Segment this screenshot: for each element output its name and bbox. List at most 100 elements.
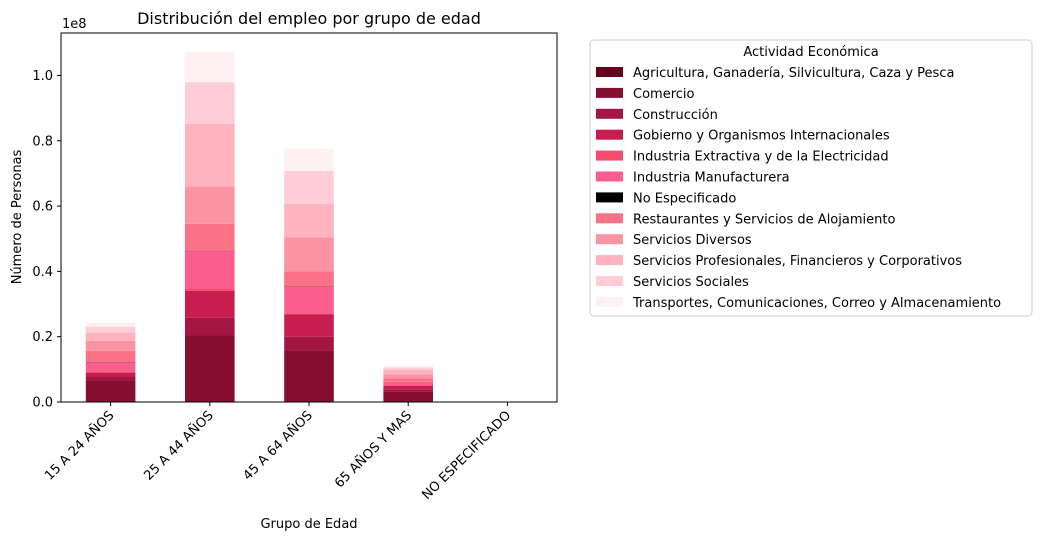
legend-item: Gobierno y Organismos Internacionales [596,129,890,144]
legend-label: Agricultura, Ganadería, Silvicultura, Ca… [633,66,954,81]
legend-label: Gobierno y Organismos Internacionales [633,129,890,144]
legend-item: No Especificado [596,191,736,206]
legend-title: Actividad Económica [743,45,878,60]
legend-item: Restaurantes y Servicios de Alojamiento [596,212,895,227]
bar-segment [185,82,235,124]
bar-segment [284,336,334,351]
bar-segment [284,170,334,204]
bar-segment [85,322,136,327]
bar-segment [85,371,136,373]
legend-swatch [596,276,623,286]
legend-item: Servicios Diversos [596,233,752,248]
bar-segment [383,374,433,379]
bar-segment [85,380,136,402]
bar-segment [85,326,136,333]
bar-segment [284,237,334,272]
bar-segment [284,148,334,171]
bar-segment [185,317,235,336]
legend-swatch [596,192,623,203]
bar-segment [284,271,334,287]
bar-segment [383,381,433,386]
bar-segment [185,223,235,251]
bar-segment [185,51,235,83]
legend-items: Agricultura, Ganadería, Silvicultura, Ca… [596,66,1001,311]
legend-item: Industria Extractiva y de la Electricida… [596,150,889,165]
legend-label: Comercio [633,87,695,102]
legend-item: Construcción [596,108,718,123]
y-tick-label: 1.0 [32,69,53,84]
legend-label: Industria Manufacturera [633,171,790,186]
bar-segment [85,350,136,363]
legend-label: No Especificado [633,191,736,206]
bar-segment [185,290,235,318]
y-tick-label: 0.4 [32,265,53,280]
legend-swatch [596,234,623,245]
legend-swatch [596,150,623,161]
bar-segment [185,123,235,187]
legend-swatch [596,255,623,266]
bar-segment [383,367,433,370]
y-offset-label: 1e8 [62,17,87,32]
bars-layer [85,51,433,402]
bar-segment [284,203,334,238]
legend-item: Comercio [596,87,695,102]
legend-item: Servicios Profesionales, Financieros y C… [596,254,962,269]
legend-label: Industria Extractiva y de la Electricida… [633,150,889,165]
bar-segment [185,289,235,291]
legend-frame [589,39,1033,317]
bar-segment [185,186,235,224]
bar-segment [85,332,136,341]
legend-swatch [596,171,623,182]
x-tick-label: NO ESPECIFICADO [419,408,514,503]
legend-item: Agricultura, Ganadería, Silvicultura, Ca… [596,66,954,81]
bar-segment [383,378,433,382]
legend-item: Servicios Sociales [596,275,749,290]
legend-swatch [596,108,623,119]
legend-item: Transportes, Comunicaciones, Correo y Al… [596,296,1001,311]
legend-label: Transportes, Comunicaciones, Correo y Al… [632,296,1001,311]
legend-swatch [596,87,623,98]
bar-segment [383,369,433,375]
legend-swatch [596,296,623,307]
bar-segment [383,386,433,390]
x-tick-label: 15 A 24 AÑOS [41,408,117,484]
plot-frame [60,32,558,403]
legend-label: Servicios Sociales [633,275,749,290]
legend-swatch [596,129,623,140]
x-tick-label: 25 A 44 AÑOS [141,408,217,484]
bar-segment [185,335,235,402]
y-tick-label: 0.6 [32,200,53,215]
legend-label: Construcción [633,108,718,123]
y-axis-label: Número de Personas [10,149,25,284]
bar-segment [284,314,334,337]
y-ticks: 0.0 0.2 0.4 0.6 0.8 1.0 [32,69,61,411]
bar-segment [85,340,136,351]
bar-segment [284,286,334,314]
y-tick-label: 0.2 [32,330,53,345]
bar-segment [85,372,136,377]
x-ticks: 15 A 24 AÑOS 25 A 44 AÑOS 45 A 64 AÑOS 65 A… [41,402,514,503]
legend: Actividad Económica Agricultura, Ganader… [589,39,1033,317]
bar-segment [85,376,136,381]
bar-segment [185,251,235,290]
legend-label: Servicios Profesionales, Financieros y C… [633,254,962,269]
legend-label: Servicios Diversos [633,233,752,248]
chart-title: Distribución del empleo por grupo de eda… [137,9,481,28]
bar-segment [85,362,136,372]
legend-swatch [596,213,623,224]
legend-item: Industria Manufacturera [596,171,790,186]
bar-segment [284,313,334,315]
bar-segment [383,365,433,368]
x-tick-label: 45 A 64 AÑOS [240,408,316,484]
bar-segment [383,389,433,392]
y-tick-label: 0.8 [32,134,53,149]
legend-label: Restaurantes y Servicios de Alojamiento [633,212,895,227]
y-tick-label: 0.0 [32,396,53,411]
bar-segment [284,350,334,402]
x-axis-label: Grupo de Edad [260,517,357,532]
bar-segment [383,391,433,402]
x-tick-label: 65 AÑOS Y MAS [331,408,415,492]
legend-swatch [596,67,623,77]
